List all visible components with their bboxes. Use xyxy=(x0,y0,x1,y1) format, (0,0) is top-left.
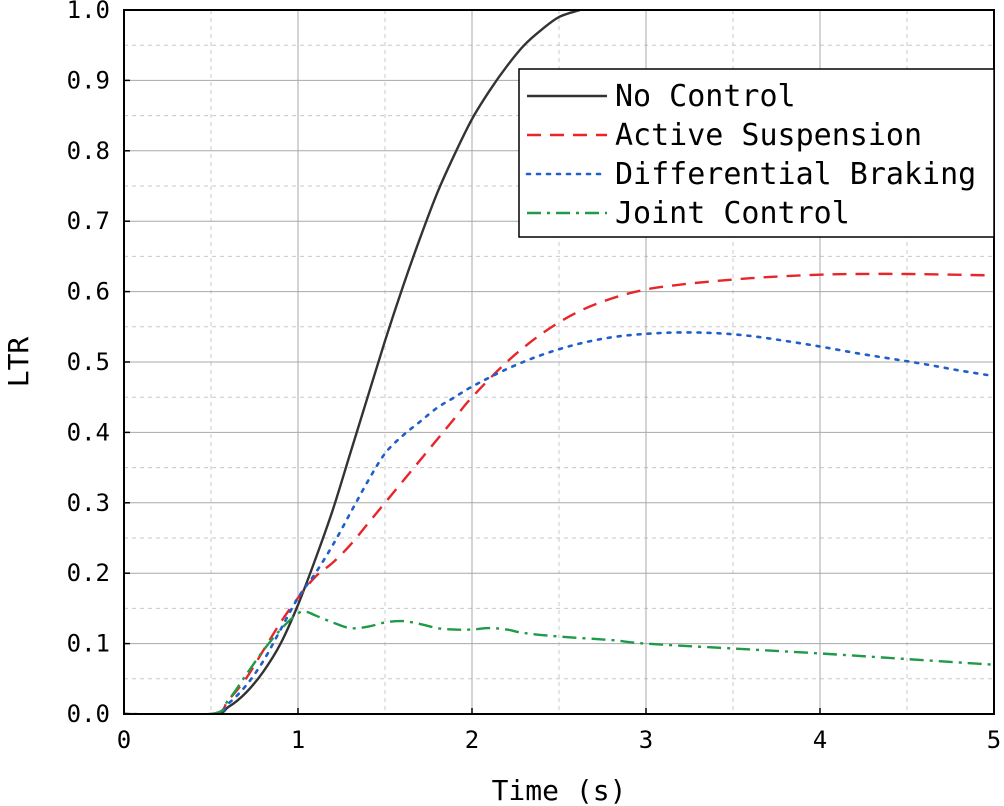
y-tick-label: 0.0 xyxy=(67,700,110,728)
legend-label: Joint Control xyxy=(615,196,850,231)
y-tick-label: 0.1 xyxy=(67,630,110,658)
legend-label: No Control xyxy=(615,79,796,114)
legend: No Control Active Suspension Differential … xyxy=(518,68,995,238)
y-tick-label: 0.5 xyxy=(67,348,110,376)
legend-label: Active Suspension xyxy=(615,118,922,153)
series-line-active-suspension xyxy=(124,272,994,714)
x-tick-label: 4 xyxy=(813,726,827,754)
series-line-joint-control xyxy=(124,610,994,714)
y-tick-label: 0.9 xyxy=(67,66,110,94)
y-tick-label: 1.0 xyxy=(67,0,110,24)
y-tick-label: 0.2 xyxy=(67,559,110,587)
y-tick-label: 0.7 xyxy=(67,207,110,235)
series-line-differential-braking xyxy=(124,331,994,714)
x-tick-label: 5 xyxy=(987,726,1001,754)
series-line-no-control xyxy=(124,10,581,714)
x-tick-label: 3 xyxy=(639,726,653,754)
x-tick-label: 1 xyxy=(291,726,305,754)
y-tick-label: 0.4 xyxy=(67,418,110,446)
legend-label: Differential Braking xyxy=(615,157,976,192)
y-axis-title: LTR xyxy=(2,337,35,388)
y-tick-label: 0.3 xyxy=(67,489,110,517)
x-tick-label: 2 xyxy=(465,726,479,754)
y-tick-label: 0.8 xyxy=(67,137,110,165)
series-layer xyxy=(124,10,994,714)
tick-labels: 0 1 2 3 4 5 0.0 0.1 0.2 0.3 0.4 0.5 0.6 0.7 0.8 0.9 1.0 xyxy=(67,0,1002,754)
ticks xyxy=(123,9,995,715)
y-tick-label: 0.6 xyxy=(67,278,110,306)
x-axis-title: Time (s) xyxy=(492,774,627,806)
x-tick-label: 0 xyxy=(117,726,131,754)
